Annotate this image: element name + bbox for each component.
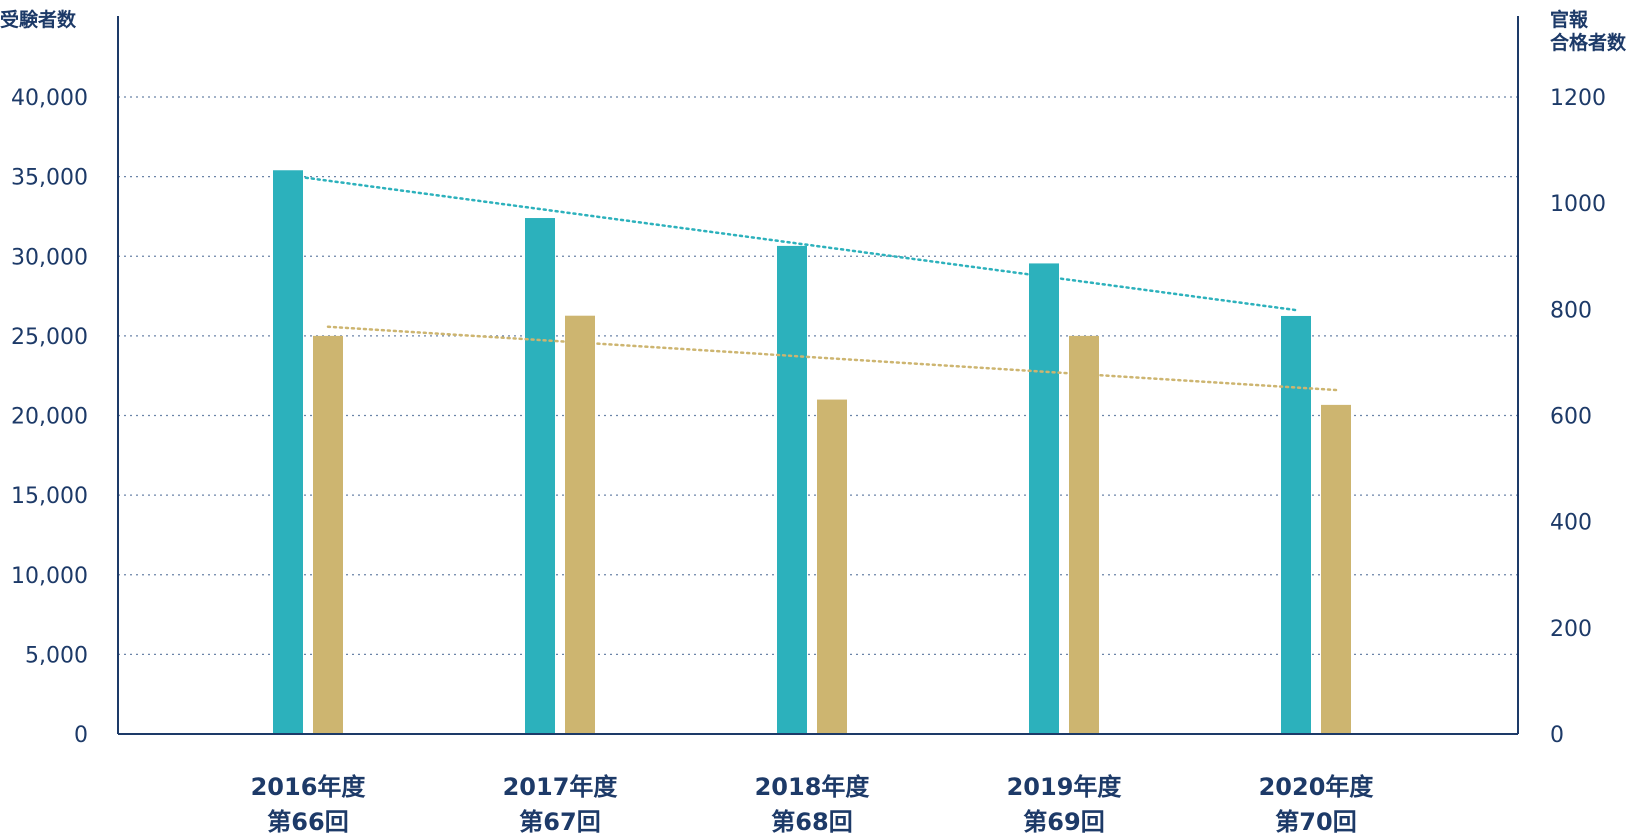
category-label-session: 第69回 (1023, 808, 1104, 836)
right-tick-label: 600 (1550, 405, 1592, 430)
left-tick-label: 40,000 (11, 86, 88, 111)
left-tick-label: 0 (74, 723, 88, 748)
right-axis-title: 官報 (1550, 8, 1589, 31)
right-tick-label: 200 (1550, 617, 1592, 642)
bar (1281, 315, 1311, 734)
bar (1321, 404, 1351, 734)
category-label-session: 第66回 (267, 808, 348, 836)
category-label-year: 2016年度 (251, 773, 367, 801)
labels: 0 5,000 10,000 15,000 20,000 25,000 30,000 35,0… (0, 8, 1627, 836)
bar (525, 218, 555, 734)
bar (313, 335, 343, 734)
bar (273, 170, 303, 734)
left-tick-label: 20,000 (11, 405, 88, 430)
trendline (326, 325, 1338, 392)
left-tick-label: 15,000 (11, 484, 88, 509)
category-label-year: 2020年度 (1259, 773, 1375, 801)
category-label-year: 2017年度 (503, 773, 619, 801)
trendlines (286, 174, 1338, 392)
right-tick-label: 400 (1550, 511, 1592, 536)
right-tick-label: 800 (1550, 298, 1592, 323)
bar (777, 245, 807, 734)
right-tick-label: 0 (1550, 723, 1564, 748)
left-tick-label: 30,000 (11, 245, 88, 270)
category-label-year: 2018年度 (755, 773, 871, 801)
bar (565, 315, 595, 734)
right-axis-title: 合格者数 (1550, 31, 1627, 54)
left-tick-label: 25,000 (11, 325, 88, 350)
trendline (286, 174, 1298, 312)
left-axis-title: 受験者数 (0, 8, 77, 31)
category-label-session: 第70回 (1275, 808, 1356, 836)
left-tick-label: 35,000 (11, 166, 88, 191)
bars (273, 170, 1351, 734)
left-tick-label: 10,000 (11, 564, 88, 589)
category-label-session: 第68回 (771, 808, 852, 836)
bar (1069, 335, 1099, 734)
category-label-session: 第67回 (519, 808, 600, 836)
bar (817, 399, 847, 734)
right-tick-label: 1200 (1550, 86, 1606, 111)
left-tick-label: 5,000 (25, 643, 88, 668)
category-label-year: 2019年度 (1007, 773, 1123, 801)
right-tick-label: 1000 (1550, 192, 1606, 217)
axes (117, 16, 1519, 735)
bar (1029, 263, 1059, 734)
